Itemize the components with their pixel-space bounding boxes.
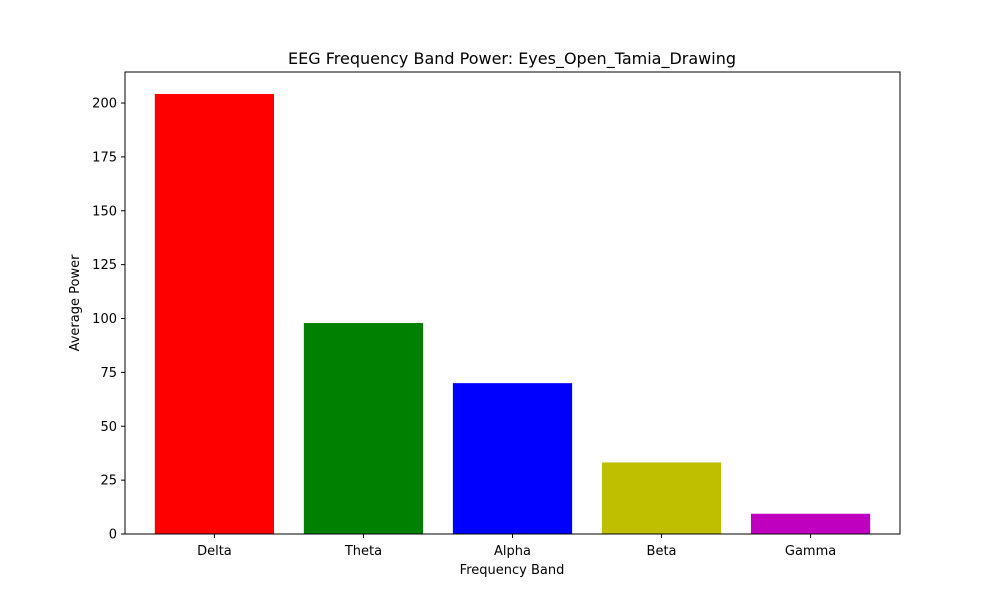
bar-beta	[601, 462, 722, 534]
bars-group	[154, 93, 871, 534]
x-tick-label: Delta	[197, 544, 232, 559]
y-axis-label: Average Power	[68, 254, 83, 351]
y-tick-label: 25	[100, 474, 117, 489]
y-tick-label: 125	[92, 258, 117, 273]
x-tick-label: Beta	[647, 544, 677, 559]
x-axis: Delta Theta Alpha Beta Gamma	[197, 534, 836, 559]
y-tick-label: 175	[92, 150, 117, 165]
y-tick-label: 150	[92, 204, 117, 219]
bar-delta	[154, 93, 275, 534]
y-tick-label: 75	[100, 366, 117, 381]
plot-frame	[124, 71, 901, 535]
x-tick-label: Theta	[344, 544, 382, 559]
bar-theta	[303, 323, 424, 534]
x-tick-label: Alpha	[494, 544, 531, 559]
y-tick-label: 50	[100, 420, 117, 435]
y-tick-label: 100	[92, 312, 117, 327]
bar-gamma	[750, 513, 871, 534]
x-tick-label: Gamma	[785, 544, 836, 559]
y-axis: 0 25 50 75 100 125 150 175 200	[92, 97, 125, 543]
x-axis-label: Frequency Band	[460, 563, 565, 578]
y-tick-label: 0	[109, 528, 117, 543]
chart-title: EEG Frequency Band Power: Eyes_Open_Tami…	[288, 49, 736, 69]
bar-alpha	[452, 383, 573, 534]
y-tick-label: 200	[92, 97, 117, 112]
